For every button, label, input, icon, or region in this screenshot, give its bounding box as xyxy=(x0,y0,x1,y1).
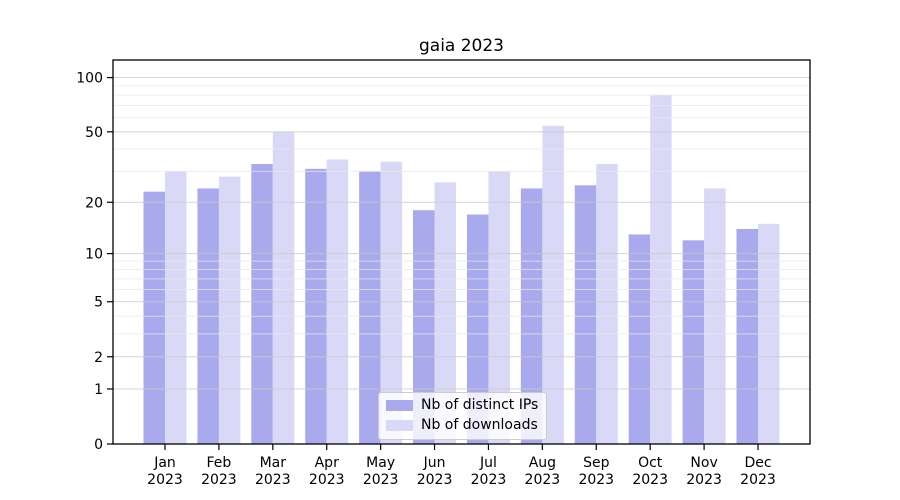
y-tick-label: 1 xyxy=(94,382,103,398)
bar-oct-distinct-ips xyxy=(628,234,651,444)
x-tick-label-year: 2023 xyxy=(632,472,668,488)
plot-border xyxy=(112,59,811,445)
x-tick-label-month: Aug xyxy=(529,455,556,471)
bar-may-downloads xyxy=(380,161,403,444)
y-tick-label: 100 xyxy=(76,71,103,87)
legend-label-downloads: Nb of downloads xyxy=(421,417,538,433)
legend-label-distinct-ips: Nb of distinct IPs xyxy=(421,397,539,413)
x-tick-label-year: 2023 xyxy=(363,472,399,488)
bar-dec-distinct-ips xyxy=(736,228,758,444)
y-tick-label: 0 xyxy=(94,437,103,453)
chart-title: gaia 2023 xyxy=(418,36,505,56)
x-tick-label-month: Sep xyxy=(583,455,610,471)
x-tick-label-month: May xyxy=(366,455,395,471)
x-tick-label-year: 2023 xyxy=(525,472,561,488)
y-tick-label: 50 xyxy=(85,125,103,141)
legend: Nb of distinct IPs Nb of downloads xyxy=(378,392,547,440)
x-tick-label-month: Jul xyxy=(479,455,497,471)
x-tick-label-year: 2023 xyxy=(471,472,507,488)
x-tick-label-month: Dec xyxy=(744,455,771,471)
x-tick-label-year: 2023 xyxy=(201,472,237,488)
x-tick-label-year: 2023 xyxy=(578,472,614,488)
x-tick-label-year: 2023 xyxy=(147,472,183,488)
bar-jul-downloads xyxy=(488,171,510,444)
bar-mar-downloads xyxy=(272,131,295,445)
y-tick-label: 5 xyxy=(94,295,103,311)
bar-apr-distinct-ips xyxy=(305,168,327,444)
x-tick-label-year: 2023 xyxy=(255,472,291,488)
bar-jun-downloads xyxy=(434,182,457,444)
legend-swatch-distinct-ips xyxy=(386,400,413,411)
x-tick-label-month: Mar xyxy=(260,455,287,471)
legend-item-distinct-ips: Nb of distinct IPs xyxy=(386,397,538,414)
bar-jan-downloads xyxy=(165,171,187,444)
x-tick-label-month: Feb xyxy=(207,455,232,471)
x-tick-label-month: Jan xyxy=(153,455,176,471)
x-tick-label-month: Apr xyxy=(315,455,339,471)
x-tick-label-month: Oct xyxy=(638,455,663,471)
x-tick-label-year: 2023 xyxy=(417,472,453,488)
bar-aug-downloads xyxy=(542,125,564,445)
bar-sep-distinct-ips xyxy=(574,185,597,444)
bar-jul-distinct-ips xyxy=(466,214,489,444)
x-tick-label-year: 2023 xyxy=(740,472,776,488)
bar-jun-distinct-ips xyxy=(413,210,435,444)
y-tick-label: 2 xyxy=(94,350,103,366)
bar-jan-distinct-ips xyxy=(143,191,165,444)
bar-nov-distinct-ips xyxy=(682,240,705,444)
x-tick-label-year: 2023 xyxy=(309,472,345,488)
x-tick-label-month: Nov xyxy=(690,455,717,471)
y-tick-label: 20 xyxy=(85,195,103,211)
bar-sep-downloads xyxy=(596,164,618,444)
legend-item-downloads: Nb of downloads xyxy=(386,417,538,434)
legend-swatch-downloads xyxy=(386,420,413,431)
y-tick-label: 10 xyxy=(85,247,103,263)
x-tick-label-month: Jun xyxy=(423,455,446,471)
x-tick-label-year: 2023 xyxy=(686,472,722,488)
bar-feb-downloads xyxy=(218,176,241,444)
bar-may-distinct-ips xyxy=(359,171,381,444)
bar-mar-distinct-ips xyxy=(251,164,273,444)
